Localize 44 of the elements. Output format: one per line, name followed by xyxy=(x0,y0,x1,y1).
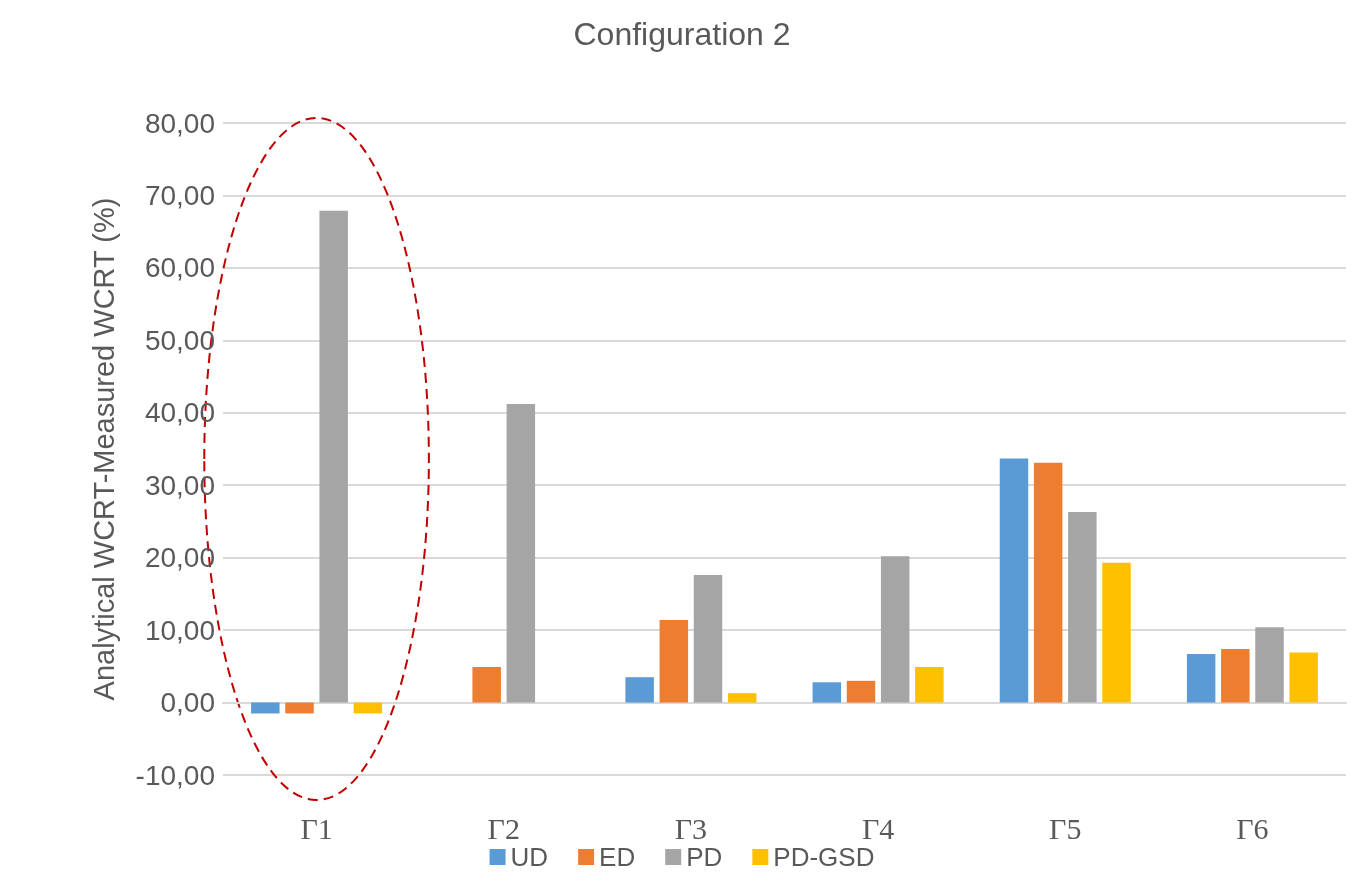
bar xyxy=(659,619,689,703)
y-tick-label: 70,00 xyxy=(144,179,215,211)
y-tick-label: 0,00 xyxy=(160,687,215,719)
y-tick-label: 40,00 xyxy=(144,397,215,429)
x-tick-label: Γ5 xyxy=(1049,811,1082,845)
y-tick-label: 10,00 xyxy=(144,614,215,646)
legend-label: PD-GSD xyxy=(773,842,875,872)
y-tick-label: 30,00 xyxy=(144,469,215,501)
bar xyxy=(1102,562,1131,703)
bar xyxy=(319,210,348,703)
bar xyxy=(1255,627,1284,703)
bar xyxy=(1068,512,1097,703)
legend-label: UD xyxy=(510,842,549,872)
x-tick-label: Γ4 xyxy=(861,811,895,845)
y-tick-label: 60,00 xyxy=(144,252,215,284)
bar xyxy=(999,458,1029,703)
y-tick-label: 20,00 xyxy=(144,542,215,574)
bar xyxy=(1289,652,1318,703)
x-tick-label: Γ6 xyxy=(1236,811,1269,845)
y-tick-label: 50,00 xyxy=(144,324,215,356)
legend-label: ED xyxy=(599,842,636,872)
x-tick-label: Γ1 xyxy=(300,811,333,845)
bar xyxy=(812,682,842,703)
bar xyxy=(251,702,280,714)
chart-title: Configuration 2 xyxy=(573,16,791,52)
bar xyxy=(846,680,876,703)
y-tick-label: 80,00 xyxy=(144,107,215,139)
y-axis-title: Analytical WCRT-Measured WCRT (%) xyxy=(87,197,120,701)
bar xyxy=(285,702,314,714)
bar xyxy=(506,404,536,703)
x-tick-label: Γ3 xyxy=(674,811,708,845)
bar xyxy=(472,667,501,703)
bar xyxy=(1033,462,1063,703)
y-tick-label: -10,00 xyxy=(135,759,215,791)
bar xyxy=(353,702,383,714)
legend-label: PD xyxy=(686,842,723,872)
bar xyxy=(625,677,654,703)
bar xyxy=(1221,648,1250,703)
bar xyxy=(915,667,944,703)
x-tick-label: Γ2 xyxy=(487,811,520,845)
bar xyxy=(693,575,723,703)
bar xyxy=(1186,654,1216,703)
bar xyxy=(880,556,910,703)
bar xyxy=(727,693,757,703)
